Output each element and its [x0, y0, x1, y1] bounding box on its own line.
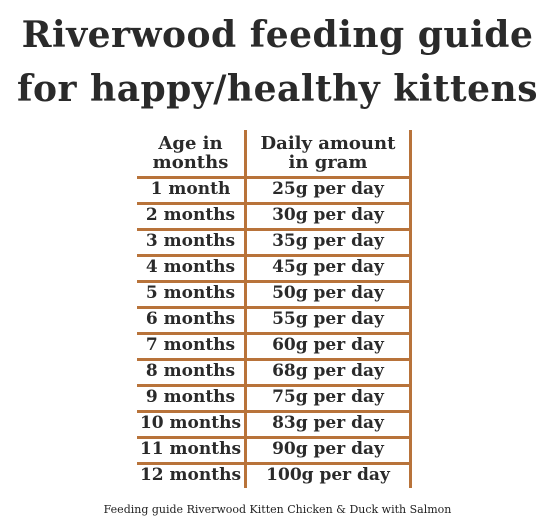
- row-daily-amount: 55g per day: [272, 309, 384, 329]
- row-age: 11 months: [139, 439, 242, 459]
- row-rule: [137, 254, 412, 257]
- row-rule: [137, 410, 412, 413]
- row-age: 5 months: [145, 283, 236, 303]
- row-rule: [137, 384, 412, 387]
- row-daily-amount: 75g per day: [272, 387, 384, 407]
- row-daily-amount: 35g per day: [272, 231, 384, 251]
- row-rule: [137, 228, 412, 231]
- feeding-table: Age in months Daily amount in gram 1 mon…: [137, 130, 412, 488]
- row-age: 10 months: [139, 413, 242, 433]
- row-rule: [137, 358, 412, 361]
- row-daily-amount: 100g per day: [266, 465, 390, 485]
- page-title-line-2: for happy/healthy kittens: [17, 68, 538, 110]
- table-right-border: [409, 130, 412, 488]
- row-rule: [137, 332, 412, 335]
- row-rule: [137, 462, 412, 465]
- row-age: 7 months: [145, 335, 236, 355]
- row-rule: [137, 176, 412, 179]
- row-daily-amount: 25g per day: [272, 179, 384, 199]
- caption: Feeding guide Riverwood Kitten Chicken &…: [103, 503, 452, 516]
- row-age: 8 months: [145, 361, 236, 381]
- row-age: 1 month: [150, 179, 231, 199]
- row-daily-amount: 60g per day: [272, 335, 384, 355]
- page-title-line-1: Riverwood feeding guide: [21, 14, 534, 56]
- row-rule: [137, 306, 412, 309]
- row-age: 9 months: [145, 387, 236, 407]
- row-daily-amount: 30g per day: [272, 205, 384, 225]
- row-daily-amount: 90g per day: [272, 439, 384, 459]
- row-age: 6 months: [145, 309, 236, 329]
- row-age: 3 months: [145, 231, 236, 251]
- column-divider: [244, 130, 247, 488]
- row-age: 12 months: [139, 465, 242, 485]
- row-daily-amount: 83g per day: [272, 413, 384, 433]
- header-age: Age in months: [152, 133, 229, 173]
- row-rule: [137, 280, 412, 283]
- row-daily-amount: 68g per day: [272, 361, 384, 381]
- row-age: 2 months: [145, 205, 236, 225]
- row-rule: [137, 202, 412, 205]
- row-age: 4 months: [145, 257, 236, 277]
- row-rule: [137, 436, 412, 439]
- header-daily-amount: Daily amount in gram: [260, 133, 396, 173]
- row-daily-amount: 50g per day: [272, 283, 384, 303]
- row-daily-amount: 45g per day: [272, 257, 384, 277]
